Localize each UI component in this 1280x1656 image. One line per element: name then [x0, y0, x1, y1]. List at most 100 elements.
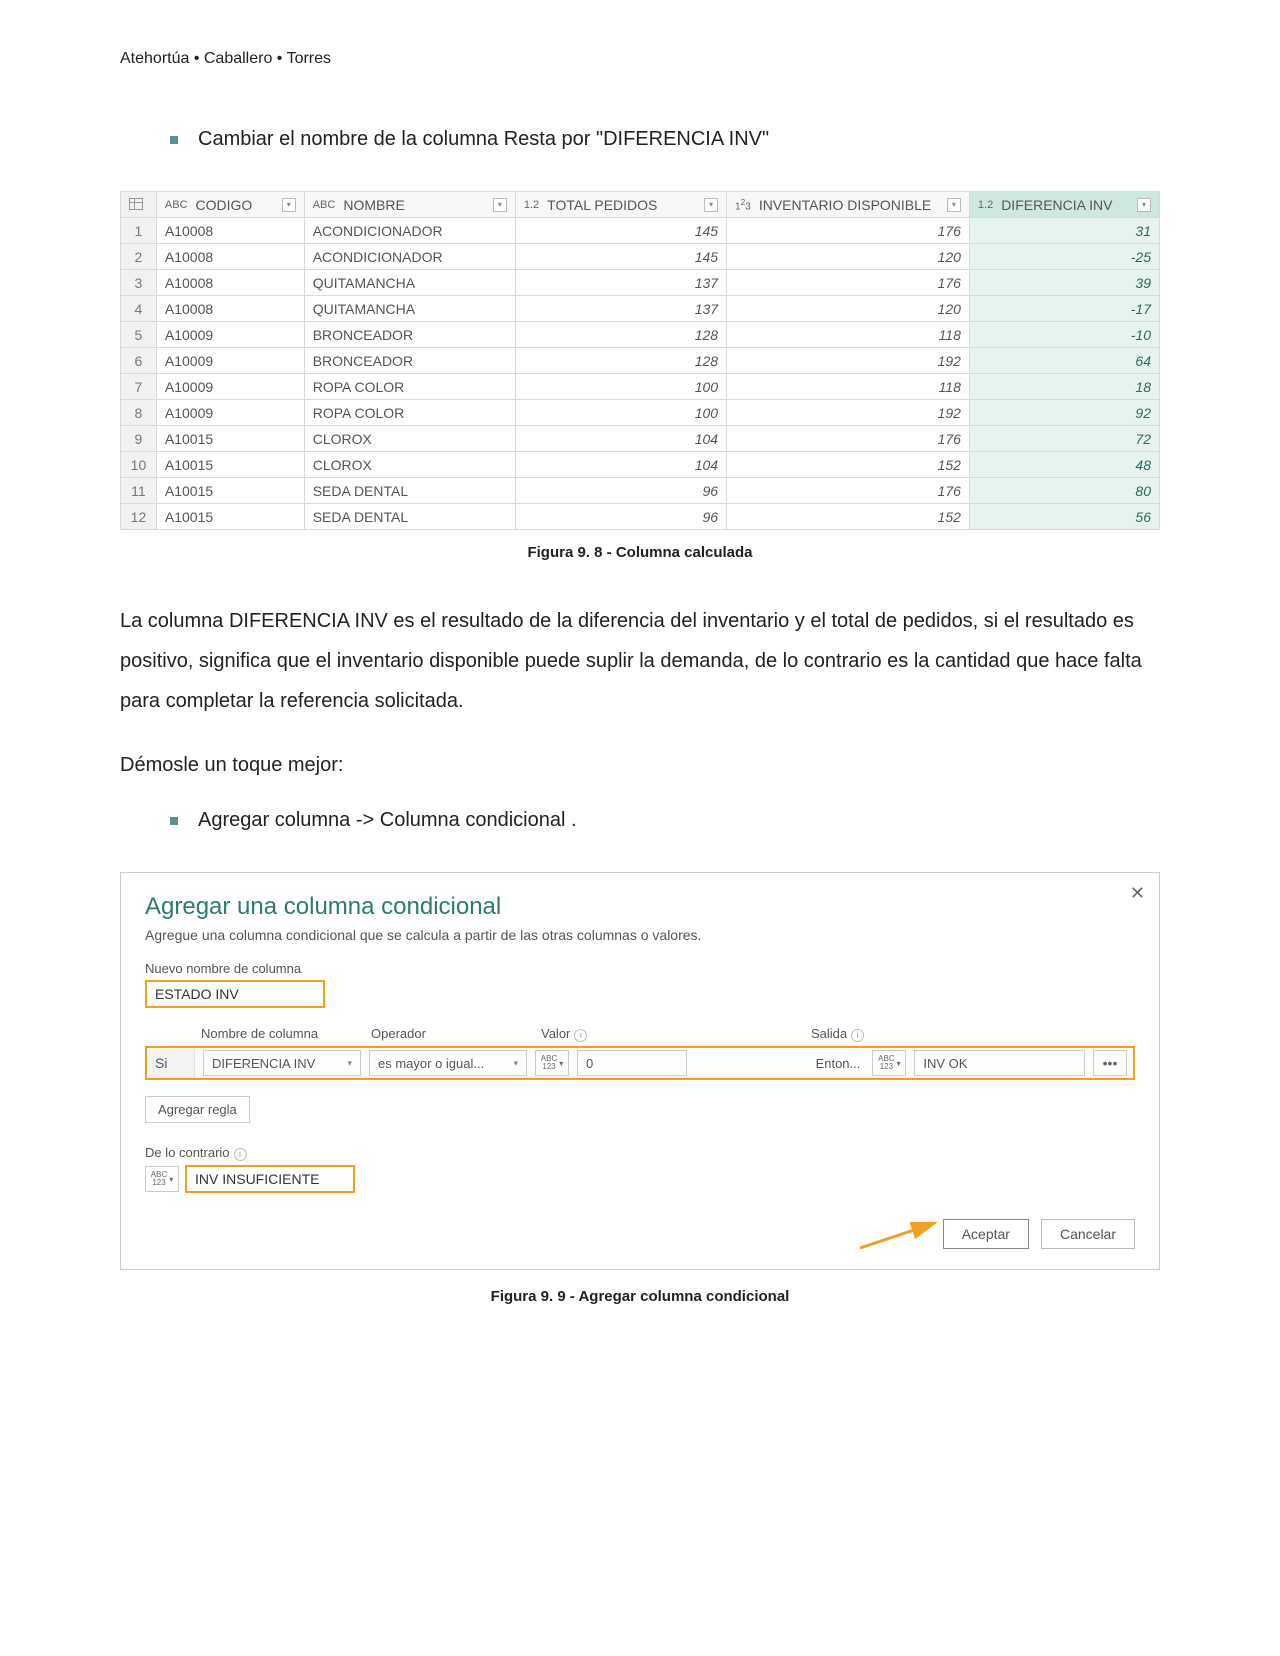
table-cell: 118 — [727, 374, 970, 400]
table-cell: 120 — [727, 296, 970, 322]
table-cell: 176 — [727, 478, 970, 504]
table-row[interactable]: 8A10009ROPA COLOR10019292 — [121, 400, 1160, 426]
new-column-input[interactable]: ESTADO INV — [145, 980, 325, 1008]
table-row[interactable]: 10A10015CLOROX10415248 — [121, 452, 1160, 478]
chevron-down-icon[interactable]: ▾ — [704, 198, 718, 212]
chevron-down-icon[interactable]: ▾ — [493, 198, 507, 212]
table-cell: 96 — [515, 504, 726, 530]
chevron-down-icon[interactable]: ▾ — [947, 198, 961, 212]
rule-operator-value: es mayor o igual... — [378, 1056, 484, 1071]
table-cell: 80 — [969, 478, 1159, 504]
otherwise-label: De lo contrarioi — [145, 1145, 1135, 1161]
table-cell: A10008 — [156, 270, 304, 296]
value-type-select[interactable]: ABC123▾ — [535, 1050, 569, 1076]
info-icon: i — [234, 1148, 247, 1161]
bullet-item: Agregar columna -> Columna condicional . — [170, 809, 1160, 832]
new-column-label: Nuevo nombre de columna — [145, 961, 1135, 976]
table-row[interactable]: 5A10009BRONCEADOR128118-10 — [121, 322, 1160, 348]
table-cell: 18 — [969, 374, 1159, 400]
add-rule-button[interactable]: Agregar regla — [145, 1096, 250, 1123]
info-icon: i — [574, 1029, 587, 1042]
table-row[interactable]: 7A10009ROPA COLOR10011818 — [121, 374, 1160, 400]
rule-operator-select[interactable]: es mayor o igual...▾ — [369, 1050, 527, 1076]
figure-caption-1: Figura 9. 8 - Columna calculada — [120, 544, 1160, 561]
table-row[interactable]: 3A10008QUITAMANCHA13717639 — [121, 270, 1160, 296]
rule-output-input[interactable]: INV OK — [914, 1050, 1085, 1076]
table-cell: -25 — [969, 244, 1159, 270]
table-cell: A10015 — [156, 504, 304, 530]
col-header-codigo[interactable]: ABCCODIGO ▾ — [156, 192, 304, 218]
header-operator: Operador — [371, 1026, 541, 1042]
table-cell: QUITAMANCHA — [304, 270, 515, 296]
table-header-row: ABCCODIGO ▾ ABC NOMBRE ▾ 1.2TOTAL PEDIDOS… — [121, 192, 1160, 218]
chevron-down-icon[interactable]: ▾ — [1137, 198, 1151, 212]
otherwise-input[interactable]: INV INSUFICIENTE — [185, 1165, 355, 1193]
table-cell: 48 — [969, 452, 1159, 478]
rownum-header[interactable] — [121, 192, 157, 218]
type-icon: ABC — [313, 199, 336, 211]
chevron-down-icon: ▾ — [897, 1059, 901, 1068]
col-header-inventario[interactable]: 123INVENTARIO DISPONIBLE ▾ — [727, 192, 970, 218]
rownum-cell: 1 — [121, 218, 157, 244]
figure-caption-2: Figura 9. 9 - Agregar columna condiciona… — [120, 1288, 1160, 1305]
table-cell: A10009 — [156, 374, 304, 400]
table-cell: A10015 — [156, 478, 304, 504]
close-icon[interactable]: ✕ — [1130, 883, 1145, 904]
table-cell: 128 — [515, 348, 726, 374]
chevron-down-icon[interactable]: ▾ — [282, 198, 296, 212]
table-cell: SEDA DENTAL — [304, 504, 515, 530]
col-header-nombre[interactable]: ABC NOMBRE ▾ — [304, 192, 515, 218]
type-icon: 1.2 — [978, 199, 993, 211]
table-cell: ROPA COLOR — [304, 374, 515, 400]
table-cell: -10 — [969, 322, 1159, 348]
table-cell: BRONCEADOR — [304, 348, 515, 374]
table-row[interactable]: 11A10015SEDA DENTAL9617680 — [121, 478, 1160, 504]
rule-row: Si DIFERENCIA INV▾ es mayor o igual...▾ … — [145, 1046, 1135, 1080]
table-cell: 145 — [515, 244, 726, 270]
table-row[interactable]: 9A10015CLOROX10417672 — [121, 426, 1160, 452]
rule-value-input[interactable]: 0 — [577, 1050, 687, 1076]
table-cell: CLOROX — [304, 452, 515, 478]
rownum-cell: 4 — [121, 296, 157, 322]
rownum-cell: 9 — [121, 426, 157, 452]
chevron-down-icon: ▾ — [169, 1175, 173, 1184]
table-row[interactable]: 1A10008ACONDICIONADOR14517631 — [121, 218, 1160, 244]
table-cell: ACONDICIONADOR — [304, 244, 515, 270]
bullet-text: Agregar columna -> Columna condicional . — [198, 809, 577, 832]
col-label: DIFERENCIA INV — [1001, 197, 1112, 213]
table-cell: CLOROX — [304, 426, 515, 452]
table-row[interactable]: 6A10009BRONCEADOR12819264 — [121, 348, 1160, 374]
table-cell: 92 — [969, 400, 1159, 426]
authors-line: Atehortúa • Caballero • Torres — [120, 50, 1160, 68]
table-row[interactable]: 12A10015SEDA DENTAL9615256 — [121, 504, 1160, 530]
bullet-icon — [170, 136, 178, 144]
rownum-cell: 12 — [121, 504, 157, 530]
info-icon: i — [851, 1029, 864, 1042]
chevron-down-icon: ▾ — [559, 1059, 563, 1068]
accept-button[interactable]: Aceptar — [943, 1219, 1029, 1249]
table-row[interactable]: 4A10008QUITAMANCHA137120-17 — [121, 296, 1160, 322]
otherwise-row: ABC123▾ INV INSUFICIENTE — [145, 1165, 1135, 1193]
paragraph: La columna DIFERENCIA INV es el resultad… — [120, 601, 1160, 721]
col-label: NOMBRE — [343, 197, 404, 213]
table-cell: 152 — [727, 504, 970, 530]
more-icon[interactable]: ••• — [1093, 1050, 1127, 1076]
rule-column-select[interactable]: DIFERENCIA INV▾ — [203, 1050, 361, 1076]
table-cell: A10009 — [156, 322, 304, 348]
otherwise-type-select[interactable]: ABC123▾ — [145, 1166, 179, 1192]
table-cell: ACONDICIONADOR — [304, 218, 515, 244]
col-header-total[interactable]: 1.2TOTAL PEDIDOS ▾ — [515, 192, 726, 218]
output-type-select[interactable]: ABC123▾ — [872, 1050, 906, 1076]
rownum-cell: 7 — [121, 374, 157, 400]
table-cell: QUITAMANCHA — [304, 296, 515, 322]
table-cell: SEDA DENTAL — [304, 478, 515, 504]
col-header-diferencia[interactable]: 1.2 DIFERENCIA INV ▾ — [969, 192, 1159, 218]
col-label: CODIGO — [196, 197, 253, 213]
table-cell: 64 — [969, 348, 1159, 374]
header-colname: Nombre de columna — [201, 1026, 371, 1042]
table-cell: 96 — [515, 478, 726, 504]
table-cell: 176 — [727, 426, 970, 452]
table-row[interactable]: 2A10008ACONDICIONADOR145120-25 — [121, 244, 1160, 270]
table-cell: 31 — [969, 218, 1159, 244]
cancel-button[interactable]: Cancelar — [1041, 1219, 1135, 1249]
